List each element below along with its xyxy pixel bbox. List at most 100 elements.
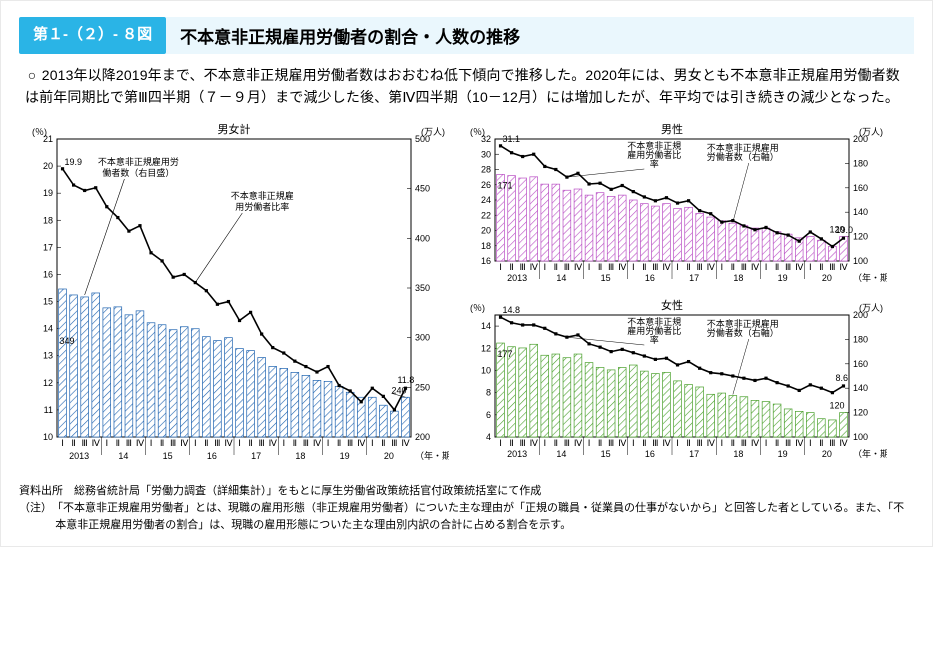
callout-first-count: 177 <box>498 349 513 359</box>
bar <box>335 386 343 437</box>
source-notes: 資料出所 総務省統計局「労働力調査（詳細集計）」をもとに厚生労働省政策統括官付政… <box>19 483 914 534</box>
x-quarter: Ⅳ <box>618 438 627 448</box>
ratio-marker <box>105 205 108 208</box>
ratio-marker <box>576 333 579 336</box>
x-quarter: Ⅲ <box>652 262 658 272</box>
anno-arrow <box>733 339 749 395</box>
ratio-marker <box>720 220 723 223</box>
x-quarter: Ⅱ <box>293 438 297 448</box>
y2-tick: 200 <box>415 432 430 442</box>
x-quarter: Ⅰ <box>150 438 153 448</box>
x-year: 17 <box>251 451 261 461</box>
ratio-marker <box>499 144 502 147</box>
x-quarter: Ⅲ <box>520 438 526 448</box>
x-year: 19 <box>340 451 350 461</box>
ratio-marker <box>72 183 75 186</box>
x-quarter: Ⅳ <box>357 438 366 448</box>
bar <box>114 307 122 437</box>
ratio-marker <box>687 360 690 363</box>
x-quarter: Ⅰ <box>809 438 812 448</box>
x-quarter: Ⅰ <box>809 262 812 272</box>
ratio-marker <box>632 351 635 354</box>
ratio-marker <box>753 379 756 382</box>
y1-tick: 8 <box>486 387 491 397</box>
x-quarter: Ⅰ <box>543 438 546 448</box>
x-axis-unit: （年・期） <box>415 450 449 461</box>
x-quarter: Ⅰ <box>499 438 502 448</box>
bar <box>773 404 781 437</box>
chart-title: 女性 <box>661 298 683 312</box>
bar <box>574 354 582 437</box>
bar <box>258 357 266 436</box>
bar <box>563 357 571 436</box>
bar <box>541 355 549 437</box>
ratio-marker <box>676 363 679 366</box>
x-quarter: Ⅰ <box>282 438 285 448</box>
ratio-marker <box>216 302 219 305</box>
x-quarter: Ⅲ <box>608 438 614 448</box>
ratio-marker <box>499 315 502 318</box>
bar <box>324 381 332 437</box>
ratio-marker <box>587 342 590 345</box>
anno-arrow <box>85 179 125 295</box>
ratio-marker <box>371 386 374 389</box>
chart-female: 女性(％)(万人)468101214100120140160180200ⅠⅡⅢⅣ… <box>457 297 887 467</box>
ratio-marker <box>326 365 329 368</box>
ratio-marker <box>775 381 778 384</box>
y1-tick: 12 <box>43 378 53 388</box>
ratio-marker <box>227 300 230 303</box>
lead-bullet: ○ <box>25 64 39 86</box>
x-quarter: Ⅱ <box>337 438 341 448</box>
x-quarter: Ⅳ <box>401 438 410 448</box>
ratio-marker <box>587 182 590 185</box>
ratio-marker <box>271 346 274 349</box>
ratio-marker <box>238 319 241 322</box>
ratio-marker <box>382 395 385 398</box>
ratio-marker <box>249 311 252 314</box>
bar <box>685 207 693 261</box>
y1-tick: 14 <box>481 321 491 331</box>
bar <box>729 395 737 436</box>
bar <box>269 366 277 437</box>
y1-tick: 13 <box>43 351 53 361</box>
ratio-marker <box>554 332 557 335</box>
bar <box>773 232 781 261</box>
x-year: 14 <box>556 449 566 459</box>
y1-tick: 17 <box>43 242 53 252</box>
x-quarter: Ⅲ <box>347 438 353 448</box>
bar <box>618 195 626 261</box>
x-quarter: Ⅲ <box>785 438 791 448</box>
x-quarter: Ⅳ <box>662 438 671 448</box>
ratio-marker <box>643 195 646 198</box>
ratio-marker <box>632 190 635 193</box>
x-year: 16 <box>207 451 217 461</box>
x-quarter: Ⅲ <box>82 438 88 448</box>
x-year: 18 <box>733 273 743 283</box>
bar <box>391 411 399 437</box>
bar <box>236 348 244 436</box>
y2-tick: 450 <box>415 183 430 193</box>
x-quarter: Ⅱ <box>731 262 735 272</box>
callout-first-ratio: 19.9 <box>65 157 83 167</box>
bar <box>806 412 814 436</box>
x-quarter: Ⅳ <box>662 262 671 272</box>
ratio-marker <box>831 391 834 394</box>
bar <box>751 400 759 437</box>
bar <box>685 384 693 436</box>
bar <box>618 367 626 437</box>
y2-tick: 100 <box>853 432 868 442</box>
bar <box>508 347 516 437</box>
bar <box>379 405 387 437</box>
x-quarter: Ⅰ <box>499 262 502 272</box>
bar <box>552 354 560 437</box>
bar <box>368 397 376 437</box>
bar <box>103 308 111 437</box>
ratio-marker <box>775 231 778 234</box>
ratio-marker <box>610 350 613 353</box>
x-quarter: Ⅳ <box>839 262 848 272</box>
bar <box>840 412 848 436</box>
x-quarter: Ⅳ <box>574 438 583 448</box>
anno-arrow <box>195 213 242 283</box>
y1-tick: 10 <box>43 432 53 442</box>
x-year: 2013 <box>69 451 89 461</box>
